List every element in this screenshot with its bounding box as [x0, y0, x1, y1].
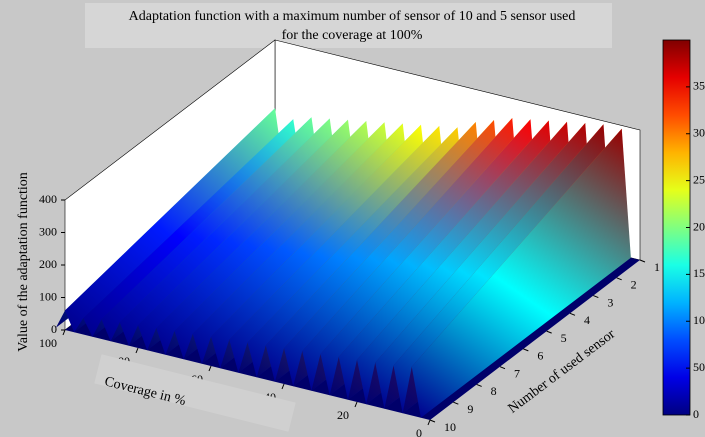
colorbar-tick-label: 150: [693, 266, 705, 280]
y-tick: [476, 383, 482, 387]
colorbar-tick-label: 100: [693, 313, 705, 327]
y-tick: [453, 401, 459, 405]
y-tick: [616, 277, 622, 281]
y-tick-label: 1: [654, 260, 660, 274]
plot-area: 010020030040010080604020012345678910: [39, 39, 660, 437]
y-tick-label: 6: [537, 349, 543, 363]
x-tick-label: 0: [416, 426, 422, 437]
colorbar-tick-label: 50: [693, 360, 705, 374]
x-tick: [135, 347, 139, 354]
x-tick-label: 20: [337, 408, 349, 422]
x-tick-label: 100: [39, 336, 57, 350]
y-tick: [569, 312, 576, 316]
y-tick: [523, 348, 529, 352]
colorbar-tick-label: 200: [693, 219, 705, 233]
y-tick-label: 8: [491, 384, 497, 398]
y-tick: [429, 419, 436, 423]
chart-title: Adaptation function with a maximum numbe…: [129, 9, 576, 24]
y-tick: [639, 259, 646, 263]
z-tick-label: 100: [39, 289, 57, 303]
y-tick-label: 2: [631, 278, 637, 292]
y-tick: [546, 330, 552, 334]
x-tick: [354, 401, 358, 408]
y-tick-label: 9: [467, 402, 473, 416]
colorbar-tick-label: 350: [693, 79, 705, 93]
x-label-box: [94, 354, 296, 432]
z-axis-label: Value of the adaptation function: [16, 172, 31, 352]
y-tick-label: 4: [584, 313, 590, 327]
y-tick-label: 7: [514, 366, 520, 380]
z-tick-label: 300: [39, 224, 57, 238]
title-box: [85, 3, 612, 48]
y-tick-label: 3: [607, 295, 613, 309]
ridge-face: [65, 108, 285, 333]
y-tick: [499, 366, 506, 370]
z-tick-label: 200: [39, 257, 57, 271]
colorbar-tick-label: 0: [693, 407, 699, 421]
ridge-face: [411, 128, 631, 418]
ridge-face: [101, 117, 321, 342]
x-tick: [208, 365, 212, 372]
ridge-face: [119, 118, 339, 346]
x-tick: [62, 329, 66, 336]
y-tick-label: 5: [561, 331, 567, 345]
z-tick-label: 400: [39, 192, 57, 206]
y-tick: [593, 295, 599, 299]
colorbar-tick-label: 300: [693, 126, 705, 140]
y-tick-label: 10: [444, 420, 456, 434]
colorbar: [662, 39, 691, 416]
chart-title: for the coverage at 100%: [282, 28, 423, 43]
x-tick: [281, 383, 285, 390]
colorbar-tick-label: 250: [693, 172, 705, 186]
x-tick: [427, 419, 431, 426]
ridge-face: [83, 119, 303, 337]
z-tick-label: 0: [51, 322, 57, 336]
